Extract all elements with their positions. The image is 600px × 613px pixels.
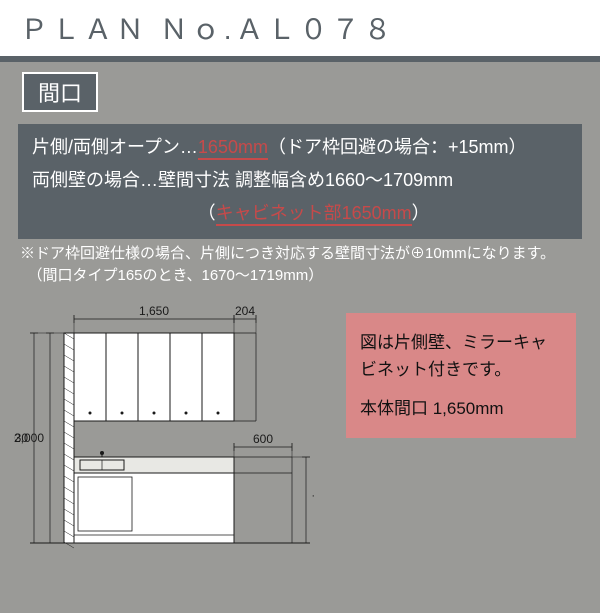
dim-label: 600 bbox=[253, 432, 273, 446]
footnote-line-1: ※ドア枠回避仕様の場合、片側につき対応する壁間寸法が⊕10mmになります。 bbox=[20, 243, 580, 265]
dim-label: 797 bbox=[312, 493, 314, 507]
elevation-diagram: 1,6502046002,0302,000797 bbox=[14, 295, 314, 595]
lower-area: 1,6502046002,0302,000797 図は片側壁、ミラーキャビネット… bbox=[0, 293, 600, 613]
spec-line1-post: （ドア枠回避の場合：+15mm） bbox=[268, 137, 527, 157]
spec-line-1: 片側/両側オープン…1650mm（ドア枠回避の場合：+15mm） bbox=[32, 134, 568, 161]
dim-label: 1,650 bbox=[139, 304, 169, 318]
spec-line-2: 両側壁の場合…壁間寸法 調整幅含め1660〜1709mm bbox=[32, 167, 568, 194]
spec-line3-post: ） bbox=[412, 203, 430, 223]
caption-box: 図は片側壁、ミラーキャビネット付きです。 本体間口 1,650mm bbox=[346, 313, 576, 439]
spec-line3-pre: （ bbox=[198, 203, 216, 223]
caption-line-1: 図は片側壁、ミラーキャビネット付きです。 bbox=[360, 329, 562, 383]
caption-line-2: 本体間口 1,650mm bbox=[360, 395, 562, 422]
spec-line3-red: キャビネット部1650mm bbox=[216, 203, 412, 226]
dim-label: 2,000 bbox=[14, 431, 44, 445]
spec-line-3: （キャビネット部1650mm） bbox=[32, 200, 568, 227]
spec-info-box: 片側/両側オープン…1650mm（ドア枠回避の場合：+15mm） 両側壁の場合…… bbox=[18, 124, 582, 239]
spec-line1-value: 1650mm bbox=[198, 137, 268, 160]
spec-line1-pre: 片側/両側オープン… bbox=[32, 137, 198, 157]
section-tag: 間口 bbox=[22, 72, 98, 112]
plan-title: ＰＬＡＮ Ｎｏ.ＡＬ０７８ bbox=[0, 0, 600, 56]
footnote: ※ドア枠回避仕様の場合、片側につき対応する壁間寸法が⊕10mmになります。 （間… bbox=[20, 243, 580, 287]
section-header: 間口 bbox=[0, 62, 600, 118]
dim-label: 204 bbox=[235, 304, 255, 318]
footnote-line-2: （間口タイプ165のとき、1670〜1719mm） bbox=[20, 265, 580, 287]
